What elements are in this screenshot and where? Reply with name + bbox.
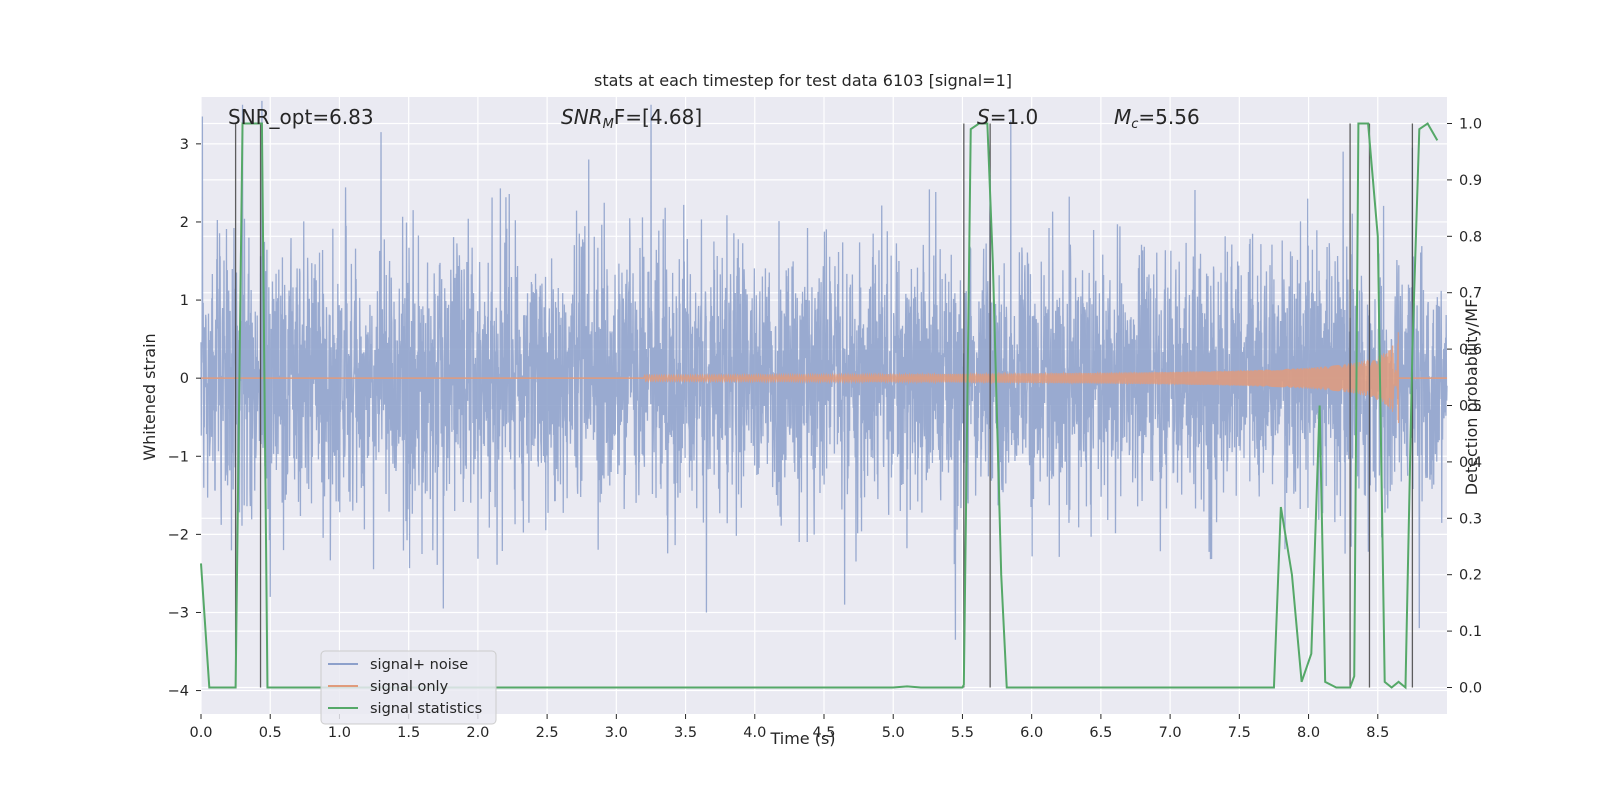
- x-tick-label: 8.0: [1297, 725, 1320, 741]
- y-right-tick-label: 0.7: [1459, 286, 1482, 302]
- ticks: 0.0 0.5 1.0 1.5 2.0 2.5 3.0 3.5 4.0 4.5 5.0 5.5 6.0 6…: [168, 117, 1482, 741]
- y-right-axis-label: Detection probability/MF: [1462, 299, 1481, 496]
- snr-mf-subscript: M: [603, 117, 614, 132]
- y-tick-label: −3: [168, 605, 189, 621]
- y-tick-label: −2: [168, 527, 189, 543]
- snr-mf-symbol: SNR: [561, 105, 603, 129]
- x-tick-label: 4.0: [743, 725, 766, 741]
- noise-line: [200, 100, 1448, 640]
- y-tick-label: −1: [168, 449, 189, 465]
- x-tick-label: 6.0: [1020, 725, 1043, 741]
- x-tick-label: 2.0: [466, 725, 489, 741]
- x-tick-label: 7.5: [1228, 725, 1251, 741]
- y-right-tick-label: 0.9: [1459, 173, 1482, 189]
- x-tick-label: 5.5: [951, 725, 974, 741]
- x-tick-label: 3.0: [605, 725, 628, 741]
- x-tick-label: 4.5: [812, 725, 835, 741]
- mc-value: =5.56: [1138, 105, 1199, 129]
- x-axis-label: Time (s): [769, 729, 835, 748]
- annotation-snr-opt: SNR_opt=6.83: [228, 105, 374, 129]
- y-right-tick-label: 0.3: [1459, 511, 1482, 527]
- y-right-tick-label: 0.5: [1459, 399, 1482, 415]
- annotation-s: S=1.0: [977, 105, 1038, 129]
- y-tick-label: 3: [180, 137, 189, 153]
- chart-title: stats at each timestep for test data 610…: [594, 71, 1012, 90]
- series-signal-statistics: [200, 122, 1439, 690]
- x-tick-label: 7.0: [1159, 725, 1182, 741]
- y-axis-label: Whitened strain: [140, 333, 159, 460]
- mc-subscript: c: [1131, 117, 1138, 132]
- y-tick-label: 0: [180, 371, 189, 387]
- s-symbol: S: [977, 105, 990, 129]
- y-right-tick-label: 0.8: [1459, 229, 1482, 245]
- x-tick-label: 6.5: [1089, 725, 1112, 741]
- y-right-tick-label: 1.0: [1459, 117, 1482, 133]
- s-value: =1.0: [990, 105, 1039, 129]
- legend-label-noise: signal+ noise: [370, 657, 468, 673]
- annotation-mc: Mc=5.56: [1114, 105, 1200, 132]
- x-tick-label: 1.0: [328, 725, 351, 741]
- mc-symbol: M: [1114, 105, 1131, 129]
- x-tick-label: 8.5: [1366, 725, 1389, 741]
- x-tick-label: 0.0: [189, 725, 212, 741]
- series-signal-noise: [200, 100, 1448, 640]
- legend: signal+ noise signal only signal statist…: [320, 650, 497, 725]
- annotation-snr-mf: SNRMF=[4.68]: [561, 105, 702, 132]
- snr-mf-value: F=[4.68]: [614, 105, 702, 129]
- legend-label-statistics: signal statistics: [370, 701, 482, 717]
- statistics-line: [200, 122, 1439, 690]
- y-right-tick-label: 0.1: [1459, 624, 1482, 640]
- legend-box: [320, 650, 497, 725]
- y-right-tick-label: 0.0: [1459, 680, 1482, 696]
- vertical-lines: [234, 123, 1414, 688]
- y-tick-label: 1: [180, 293, 189, 309]
- y-right-tick-label: 0.4: [1459, 455, 1482, 471]
- y-right-tick-label: 0.2: [1459, 568, 1482, 584]
- x-tick-label: 5.0: [882, 725, 905, 741]
- legend-label-signal: signal only: [370, 679, 449, 695]
- signal-chirp-line: [643, 332, 1400, 423]
- x-tick-label: 0.5: [259, 725, 282, 741]
- series-signal-only: [201, 332, 1447, 423]
- x-tick-label: 1.5: [397, 725, 420, 741]
- y-tick-label: 2: [180, 215, 189, 231]
- x-tick-label: 3.5: [674, 725, 697, 741]
- x-tick-label: 2.5: [536, 725, 559, 741]
- y-tick-label: −4: [168, 684, 189, 700]
- y-right-tick-label: 0.6: [1459, 342, 1482, 358]
